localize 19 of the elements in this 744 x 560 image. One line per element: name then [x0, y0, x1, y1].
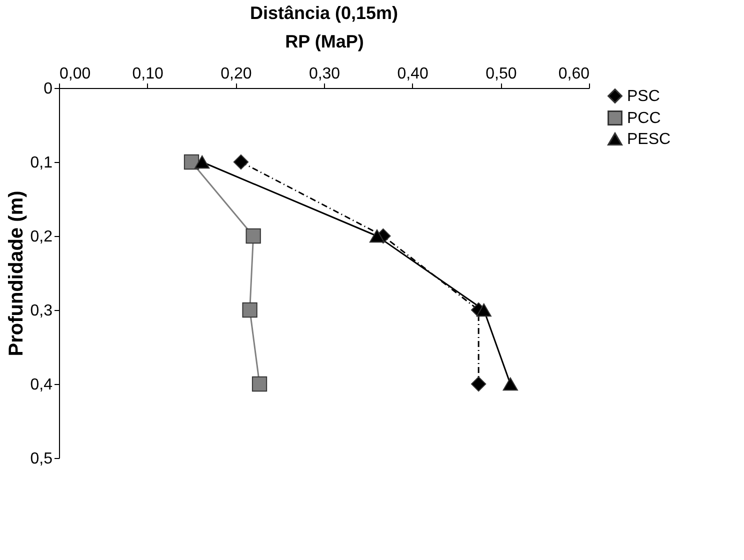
legend-label: PSC — [627, 88, 660, 105]
y-tick-label: 0,2 — [30, 228, 53, 246]
y-tick-label: 0,3 — [30, 302, 53, 320]
y-tick-label: 0,1 — [30, 154, 53, 172]
legend-label: PCC — [627, 110, 661, 127]
y-tick-label: 0 — [44, 80, 53, 98]
x-tick-label: 0,10 — [132, 66, 164, 82]
x-tick-label: 0,60 — [558, 66, 590, 82]
legend-label: PESC — [627, 131, 671, 148]
y-tick-label: 0,5 — [30, 450, 53, 468]
x-tick-label: 0,20 — [220, 66, 252, 82]
x-axis-title: RP (MaP) — [285, 32, 364, 52]
x-tick-label: 0,50 — [486, 66, 517, 82]
x-tick-label: 0,00 — [60, 66, 91, 82]
x-tick-label: 0,40 — [397, 66, 429, 82]
y-tick-label: 0,4 — [30, 376, 53, 394]
y-axis-title: Profundidade (m) — [5, 190, 28, 356]
x-tick-label: 0,30 — [308, 66, 340, 82]
chart-title: Distância (0,15m) — [250, 3, 398, 23]
